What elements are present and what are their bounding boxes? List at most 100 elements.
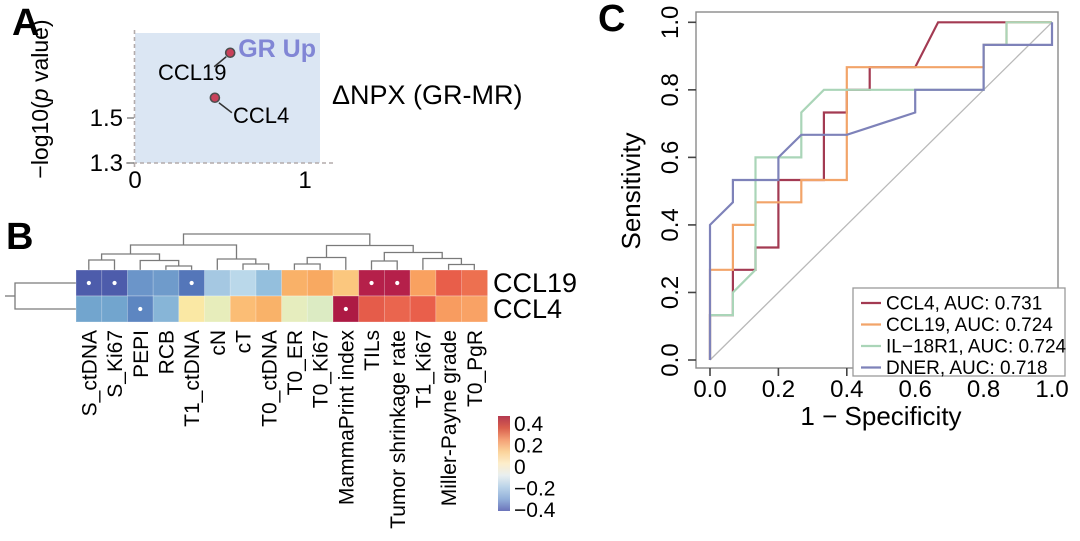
column-label: T0_Ki67	[310, 330, 333, 408]
legend-box	[852, 287, 1066, 377]
x-tick-label: 0.6	[899, 376, 932, 403]
significance-dot	[138, 306, 143, 312]
heatmap-cell	[127, 269, 154, 297]
ccl19-connector	[213, 56, 227, 68]
legend-label: CCL19, AUC: 0.724	[886, 315, 1053, 336]
column-label: T0_ER	[284, 330, 307, 395]
ccl4-point	[209, 92, 221, 104]
heatmap-cell	[281, 295, 309, 323]
significance-dot	[395, 280, 400, 286]
heatmap-cell	[229, 295, 257, 323]
y-tick-label: 0.4	[657, 208, 684, 241]
chance-diagonal	[709, 21, 1053, 361]
heatmap-cell	[75, 295, 103, 323]
x-tick-label: 0.0	[693, 376, 726, 403]
roc-plot: 0.0 0.0 0.2 0.2 0.4 0.4 0.6 0.6 0.8 0.8 1.0 1.0 Sens…	[616, 6, 1069, 431]
colorbar-tick-label: 0.2	[514, 435, 543, 458]
y-tick-label: 0.2	[657, 276, 684, 309]
heatmap-cell	[461, 269, 489, 297]
heatmap-cell	[306, 269, 334, 297]
y-tick-label: 0.8	[657, 73, 684, 106]
heatmap-cell	[152, 269, 180, 297]
column-dendrogram	[293, 263, 321, 270]
significance-dot	[86, 280, 91, 286]
y-tick-label: 0.0	[657, 343, 684, 376]
y-tick-label: 1.5	[90, 105, 123, 132]
row-dendrogram	[14, 282, 76, 310]
heatmap-cell	[178, 269, 206, 297]
legend-label: IL−18R1, AUC: 0.724	[886, 337, 1067, 358]
column-dendrogram	[242, 263, 270, 270]
column-dendrogram	[370, 260, 398, 270]
column-label: MammaPrint index	[335, 330, 358, 506]
column-label: Miller-Payne grade	[438, 330, 461, 506]
roc-curve-CCL4	[708, 21, 1052, 360]
heatmap-cell	[204, 295, 232, 323]
column-dendrogram	[129, 244, 238, 259]
x-axis-label: 1 − Specificity	[800, 401, 961, 431]
heatmap-cell	[409, 295, 437, 323]
x-tick-label: 0.8	[967, 376, 1000, 403]
gr-up-annotation: GR Up	[238, 35, 316, 63]
colorbar-tick-label: −0.4	[514, 499, 556, 522]
column-dendrogram	[139, 259, 180, 270]
column-label: T1_Ki67	[412, 330, 435, 408]
heatmap-cell	[178, 295, 206, 323]
x-tick-label: 0.4	[830, 376, 863, 403]
heatmap-cell	[306, 295, 334, 323]
x-axis-label: ΔNPX (GR-MR)	[332, 80, 523, 110]
colorbar	[498, 416, 510, 511]
column-label: PEPI	[130, 330, 153, 378]
ccl19-point-label: CCL19	[158, 60, 226, 85]
column-label: T0_PgR	[464, 330, 487, 407]
column-label: S_ctDNA	[78, 330, 101, 416]
column-label: cT	[233, 330, 256, 354]
colorbar-tick-label: 0.4	[514, 413, 544, 436]
column-dendrogram	[447, 263, 475, 270]
y-tick-label: 1.0	[657, 6, 684, 39]
column-label: T0_ctDNA	[258, 330, 281, 427]
x-tick-label: 1	[298, 167, 311, 194]
ccl4-connector	[218, 102, 233, 114]
heatmap-cell	[255, 269, 283, 297]
significance-dot	[189, 280, 194, 286]
column-label: cN	[207, 330, 230, 356]
column-dendrogram	[88, 259, 116, 270]
panel-a-label: A	[12, 2, 40, 44]
legend-label: CCL4, AUC: 0.731	[886, 294, 1042, 315]
column-label: Tumor shrinkage rate	[387, 330, 410, 529]
y-tick-label: 1.3	[90, 150, 123, 177]
y-axis-label: −log10(p value)	[27, 19, 53, 178]
colorbar-tick-label: 0	[514, 456, 526, 479]
heatmap-cell	[383, 295, 411, 323]
legend-label: DNER, AUC: 0.718	[886, 358, 1048, 379]
x-tick-label: 0.2	[762, 376, 795, 403]
heatmap-cell	[204, 269, 232, 297]
column-dendrogram	[165, 265, 193, 270]
x-tick-label: 1.0	[1035, 376, 1068, 403]
heatmap-cell	[435, 295, 463, 323]
heatmap-cell	[229, 269, 257, 297]
colorbar-tick-label: −0.2	[514, 478, 555, 501]
column-label: S_Ki67	[104, 330, 127, 398]
column-label: TILs	[361, 330, 384, 371]
column-label: RCB	[155, 330, 178, 374]
heatmap-cell	[358, 295, 386, 323]
heatmap-cell	[435, 269, 463, 297]
x-tick-label: 0	[128, 167, 141, 194]
row-label: CCL19	[493, 268, 577, 298]
heatmap-cell	[461, 295, 489, 323]
significance-dot	[369, 280, 374, 286]
column-label: T1_ctDNA	[181, 330, 204, 427]
significance-dot	[112, 280, 117, 286]
heatmap-cell	[409, 269, 437, 297]
panel-c-label: C	[598, 0, 626, 40]
heatmap-cell	[152, 295, 180, 323]
column-dendrogram	[182, 233, 371, 246]
heatmap-cell	[255, 295, 283, 323]
y-axis-label: Sensitivity	[616, 132, 646, 249]
heatmap-cell	[281, 269, 309, 297]
roc-curve-DNER	[708, 22, 1054, 360]
column-dendrogram	[325, 244, 414, 258]
